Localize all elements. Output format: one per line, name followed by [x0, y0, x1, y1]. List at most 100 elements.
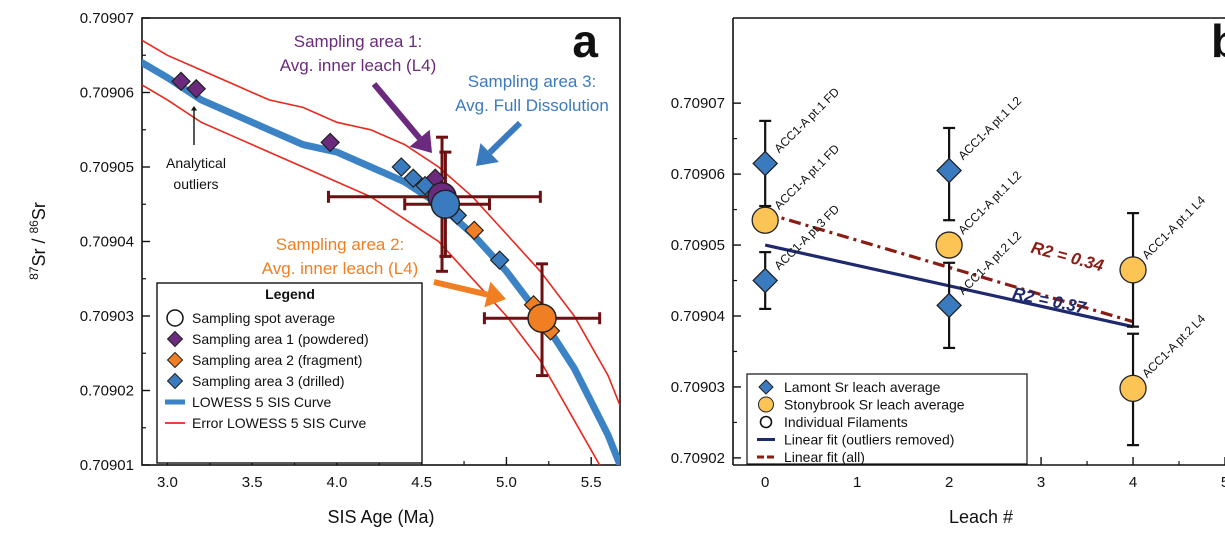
legend-b-label: Stonybrook Sr leach average	[784, 397, 965, 413]
sample-diamond	[464, 220, 485, 241]
sample-diamond	[186, 78, 207, 99]
lowess-curve	[142, 59, 620, 465]
y-label-sr-1: Sr /	[29, 233, 49, 266]
arrow-area-2-head	[484, 281, 506, 308]
legend-a-label: Error LOWESS 5 SIS Curve	[192, 415, 366, 431]
x-tick-label: 4.5	[411, 474, 432, 491]
stonybrook-circle	[751, 206, 779, 234]
x-tick-label: 4	[1129, 474, 1137, 491]
panel-b-axes: 0 1 2 3 4 5 0.70902 0.70903 0.70904 0.70905 0.7090…	[671, 95, 1225, 491]
r2-label-all: R2 = 0.34	[1029, 238, 1106, 276]
lamont-diamond	[936, 292, 963, 319]
annotation-analytical-outliers-line: outliers	[173, 176, 218, 192]
arrow-area-1-head	[409, 129, 432, 153]
legend-a-title: Legend	[265, 286, 315, 302]
fit-line-all	[764, 211, 1134, 324]
legend-diamond-icon	[758, 379, 774, 395]
sample-diamond	[489, 250, 510, 270]
legend-a-label: Sampling area 1 (powdered)	[192, 331, 369, 347]
stonybrook-circle	[935, 231, 963, 259]
legend-b-label: Individual Filaments	[784, 414, 908, 430]
error-curve-upper	[142, 39, 620, 406]
y-tick-label: 0.70903	[671, 379, 725, 396]
annotation-sampling-area-1: Sampling area 1: Avg. inner leach (L4)	[280, 32, 437, 75]
panel-a-plot-area	[142, 39, 620, 465]
x-tick-label: 5	[1221, 474, 1225, 491]
panel-a-legend: Legend Sampling spot average Sampling area…	[156, 282, 423, 464]
y-tick-label: 0.70904	[671, 308, 725, 325]
sample-label: ACC1-A pt.1 L4	[1139, 193, 1208, 262]
y-tick-label: 0.70902	[80, 383, 134, 400]
panel-b-letter: b	[1211, 15, 1225, 67]
sample-diamond	[320, 132, 340, 153]
annotation-sampling-area-3: Sampling area 3: Avg. Full Dissolution	[455, 72, 609, 115]
legend-a-label: Sampling area 2 (fragment)	[192, 352, 362, 368]
sample-diamond	[403, 168, 424, 189]
panel-a-y-axis-label: 87Sr / 86Sr	[27, 202, 49, 280]
lamont-diamond	[752, 267, 779, 294]
panel-b-legend: Lamont Sr leach average Stonybrook Sr lea…	[746, 373, 1028, 465]
average-circle	[430, 189, 461, 219]
sample-label: ACC1-A pt.1 L2	[955, 168, 1024, 237]
y-tick-label: 0.70905	[671, 237, 725, 254]
annotation-analytical-outliers-line: Analytical	[166, 155, 226, 171]
sample-label: ACC1-A pt.2 L4	[1139, 311, 1208, 380]
panel-a-annotations: Sampling area 1: Avg. inner leach (L4)Sam…	[166, 32, 609, 308]
annotation-sampling-area-1-line: Avg. inner leach (L4)	[280, 56, 437, 75]
panel-a-x-axis-label: SIS Age (Ma)	[327, 507, 434, 527]
legend-b-label: Linear fit (outliers removed)	[784, 432, 954, 448]
legend-a-label: LOWESS 5 SIS Curve	[192, 394, 331, 410]
annotation-sampling-area-1-line: Sampling area 1:	[294, 32, 423, 51]
x-tick-label: 2	[945, 474, 953, 491]
annotation-sampling-area-2-line: Sampling area 2:	[276, 235, 405, 254]
stonybrook-circle	[1119, 374, 1147, 403]
y-tick-label: 0.70901	[80, 457, 134, 474]
y-label-sup-86: 86	[27, 220, 41, 234]
x-tick-label: 4.0	[326, 474, 347, 491]
sample-label: ACC1-A pt.3 FD	[771, 202, 842, 273]
x-tick-label: 3.0	[157, 474, 178, 491]
annotation-analytical-outliers: Analytical outliers	[166, 155, 226, 192]
average-circle	[527, 303, 557, 333]
annotation-sampling-area-3-line: Sampling area 3:	[468, 72, 597, 91]
y-tick-label: 0.70902	[671, 450, 725, 467]
lamont-diamond	[752, 150, 779, 177]
legend-a-box	[156, 282, 423, 464]
legend-diamond-icon	[166, 351, 184, 369]
legend-b-box	[746, 373, 1028, 465]
panel-b: 0 1 2 3 4 5 0.70902 0.70903 0.70904 0.70905 0.7090…	[671, 15, 1225, 527]
x-tick-label: 3	[1037, 474, 1045, 491]
stonybrook-circle	[1119, 256, 1147, 284]
legend-b-label: Lamont Sr leach average	[784, 379, 941, 395]
x-tick-label: 3.5	[242, 474, 263, 491]
arrow-outliers-head	[190, 106, 198, 111]
y-tick-label: 0.70907	[80, 10, 134, 27]
sample-diamond	[171, 71, 191, 92]
r2-label-outliers-removed: R2 = 0.37	[1011, 284, 1089, 318]
panel-a: 3.0 3.5 4.0 4.5 5.0 5.5 0.70901 0.70902 0.70903 0…	[27, 10, 621, 527]
lamont-diamond	[936, 157, 963, 184]
x-tick-label: 0	[761, 474, 769, 491]
arrow-area-2-shaft	[433, 279, 489, 298]
legend-diamond-icon	[166, 330, 184, 348]
arrow-area-3-head	[476, 143, 499, 166]
legend-circle-icon	[758, 396, 774, 413]
annotation-sampling-area-3-line: Avg. Full Dissolution	[455, 96, 609, 115]
y-tick-label: 0.70906	[80, 85, 134, 102]
panel-a-axes: 3.0 3.5 4.0 4.5 5.0 5.5 0.70901 0.70902 0.70903 0…	[80, 10, 602, 491]
x-tick-label: 1	[853, 474, 861, 491]
y-tick-label: 0.70903	[80, 308, 134, 325]
sample-diamond	[391, 157, 412, 177]
legend-diamond-icon	[166, 372, 184, 390]
arrow-area-1-shaft	[371, 82, 422, 141]
legend-a-label: Sampling area 3 (drilled)	[192, 373, 345, 389]
legend-b-label: Linear fit (all)	[784, 449, 865, 465]
arrow-area-3-shaft	[487, 120, 523, 155]
sample-label: ACC1-A pt.1 L2	[955, 94, 1024, 163]
annotation-sampling-area-2: Sampling area 2: Avg. inner leach (L4)	[262, 235, 419, 278]
x-tick-label: 5.0	[496, 474, 517, 491]
y-tick-label: 0.70904	[80, 234, 134, 251]
legend-a-label: Sampling spot average	[192, 310, 335, 326]
y-label-sr-2: Sr	[29, 202, 49, 220]
